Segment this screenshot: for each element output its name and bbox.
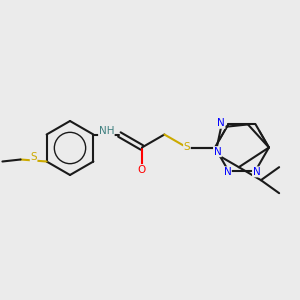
Text: NH: NH bbox=[99, 127, 114, 136]
Text: N: N bbox=[253, 167, 260, 177]
Text: O: O bbox=[138, 165, 146, 175]
Text: S: S bbox=[184, 142, 190, 152]
Text: N: N bbox=[217, 118, 225, 128]
Text: N: N bbox=[224, 167, 231, 177]
Text: N: N bbox=[214, 147, 221, 157]
Text: S: S bbox=[30, 152, 37, 161]
